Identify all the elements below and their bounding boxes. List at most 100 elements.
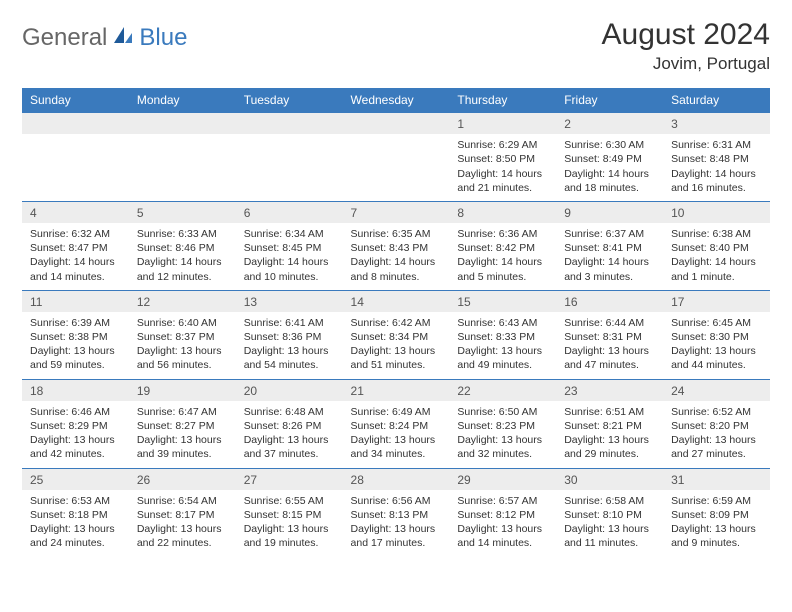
week-daynum-row: 18192021222324	[22, 379, 770, 401]
day-header: Thursday	[449, 88, 556, 113]
day-header: Wednesday	[343, 88, 450, 113]
day-number-cell: 19	[129, 379, 236, 401]
sunset-line: Sunset: 8:43 PM	[351, 241, 442, 255]
sunrise-line: Sunrise: 6:34 AM	[244, 227, 335, 241]
sunset-line: Sunset: 8:45 PM	[244, 241, 335, 255]
sunset-line: Sunset: 8:42 PM	[457, 241, 548, 255]
sunrise-line: Sunrise: 6:56 AM	[351, 494, 442, 508]
sunset-line: Sunset: 8:20 PM	[671, 419, 762, 433]
week-info-row: Sunrise: 6:46 AMSunset: 8:29 PMDaylight:…	[22, 401, 770, 468]
sunrise-line: Sunrise: 6:32 AM	[30, 227, 121, 241]
day-info-cell: Sunrise: 6:42 AMSunset: 8:34 PMDaylight:…	[343, 312, 450, 379]
daylight-line: Daylight: 14 hours and 12 minutes.	[137, 255, 228, 283]
sunrise-line: Sunrise: 6:40 AM	[137, 316, 228, 330]
daylight-line: Daylight: 13 hours and 54 minutes.	[244, 344, 335, 372]
sunrise-line: Sunrise: 6:46 AM	[30, 405, 121, 419]
sunset-line: Sunset: 8:17 PM	[137, 508, 228, 522]
day-info-cell: Sunrise: 6:34 AMSunset: 8:45 PMDaylight:…	[236, 223, 343, 290]
sunrise-line: Sunrise: 6:45 AM	[671, 316, 762, 330]
day-header: Monday	[129, 88, 236, 113]
daylight-line: Daylight: 13 hours and 39 minutes.	[137, 433, 228, 461]
calendar-body: 123 Sunrise: 6:29 AMSunset: 8:50 PMDayli…	[22, 113, 770, 557]
day-number-cell: 30	[556, 468, 663, 490]
logo-text-2: Blue	[139, 24, 187, 52]
day-info-cell: Sunrise: 6:37 AMSunset: 8:41 PMDaylight:…	[556, 223, 663, 290]
daylight-line: Daylight: 13 hours and 22 minutes.	[137, 522, 228, 550]
sunrise-line: Sunrise: 6:53 AM	[30, 494, 121, 508]
day-info-cell: Sunrise: 6:30 AMSunset: 8:49 PMDaylight:…	[556, 134, 663, 201]
day-number-cell: 27	[236, 468, 343, 490]
month-title: August 2024	[602, 18, 770, 52]
day-info-cell: Sunrise: 6:44 AMSunset: 8:31 PMDaylight:…	[556, 312, 663, 379]
day-info-cell: Sunrise: 6:52 AMSunset: 8:20 PMDaylight:…	[663, 401, 770, 468]
sunset-line: Sunset: 8:23 PM	[457, 419, 548, 433]
day-number-cell: 13	[236, 290, 343, 312]
day-info-cell	[236, 134, 343, 201]
day-number-cell: 6	[236, 201, 343, 223]
day-number-cell: 8	[449, 201, 556, 223]
sunrise-line: Sunrise: 6:52 AM	[671, 405, 762, 419]
day-info-cell: Sunrise: 6:49 AMSunset: 8:24 PMDaylight:…	[343, 401, 450, 468]
sunset-line: Sunset: 8:12 PM	[457, 508, 548, 522]
day-info-cell	[129, 134, 236, 201]
sunset-line: Sunset: 8:30 PM	[671, 330, 762, 344]
day-number-cell: 5	[129, 201, 236, 223]
day-header: Tuesday	[236, 88, 343, 113]
daylight-line: Daylight: 13 hours and 34 minutes.	[351, 433, 442, 461]
day-number-cell: 10	[663, 201, 770, 223]
daylight-line: Daylight: 13 hours and 14 minutes.	[457, 522, 548, 550]
daylight-line: Daylight: 14 hours and 10 minutes.	[244, 255, 335, 283]
daylight-line: Daylight: 13 hours and 29 minutes.	[564, 433, 655, 461]
sunrise-line: Sunrise: 6:29 AM	[457, 138, 548, 152]
daylight-line: Daylight: 14 hours and 21 minutes.	[457, 167, 548, 195]
daylight-line: Daylight: 14 hours and 14 minutes.	[30, 255, 121, 283]
sunrise-line: Sunrise: 6:41 AM	[244, 316, 335, 330]
sunset-line: Sunset: 8:50 PM	[457, 152, 548, 166]
sunset-line: Sunset: 8:33 PM	[457, 330, 548, 344]
daylight-line: Daylight: 14 hours and 8 minutes.	[351, 255, 442, 283]
sunrise-line: Sunrise: 6:38 AM	[671, 227, 762, 241]
day-number-cell	[236, 113, 343, 135]
day-info-cell: Sunrise: 6:57 AMSunset: 8:12 PMDaylight:…	[449, 490, 556, 557]
sunset-line: Sunset: 8:41 PM	[564, 241, 655, 255]
daylight-line: Daylight: 13 hours and 42 minutes.	[30, 433, 121, 461]
day-info-cell: Sunrise: 6:46 AMSunset: 8:29 PMDaylight:…	[22, 401, 129, 468]
sunset-line: Sunset: 8:38 PM	[30, 330, 121, 344]
day-info-cell	[343, 134, 450, 201]
sunset-line: Sunset: 8:18 PM	[30, 508, 121, 522]
day-number-cell: 24	[663, 379, 770, 401]
day-info-cell: Sunrise: 6:50 AMSunset: 8:23 PMDaylight:…	[449, 401, 556, 468]
day-number-cell	[343, 113, 450, 135]
sunset-line: Sunset: 8:09 PM	[671, 508, 762, 522]
day-info-cell: Sunrise: 6:33 AMSunset: 8:46 PMDaylight:…	[129, 223, 236, 290]
sunset-line: Sunset: 8:15 PM	[244, 508, 335, 522]
day-number-cell: 12	[129, 290, 236, 312]
day-info-cell: Sunrise: 6:47 AMSunset: 8:27 PMDaylight:…	[129, 401, 236, 468]
day-info-cell: Sunrise: 6:54 AMSunset: 8:17 PMDaylight:…	[129, 490, 236, 557]
sunrise-line: Sunrise: 6:35 AM	[351, 227, 442, 241]
daylight-line: Daylight: 13 hours and 51 minutes.	[351, 344, 442, 372]
daylight-line: Daylight: 13 hours and 37 minutes.	[244, 433, 335, 461]
daylight-line: Daylight: 13 hours and 47 minutes.	[564, 344, 655, 372]
day-info-cell: Sunrise: 6:38 AMSunset: 8:40 PMDaylight:…	[663, 223, 770, 290]
day-number-cell: 22	[449, 379, 556, 401]
day-number-cell: 20	[236, 379, 343, 401]
location: Jovim, Portugal	[602, 54, 770, 74]
daylight-line: Daylight: 13 hours and 19 minutes.	[244, 522, 335, 550]
day-number-cell: 23	[556, 379, 663, 401]
sunset-line: Sunset: 8:46 PM	[137, 241, 228, 255]
daylight-line: Daylight: 14 hours and 3 minutes.	[564, 255, 655, 283]
day-info-cell	[22, 134, 129, 201]
daylight-line: Daylight: 13 hours and 56 minutes.	[137, 344, 228, 372]
sunset-line: Sunset: 8:40 PM	[671, 241, 762, 255]
sunset-line: Sunset: 8:37 PM	[137, 330, 228, 344]
week-daynum-row: 11121314151617	[22, 290, 770, 312]
sunset-line: Sunset: 8:21 PM	[564, 419, 655, 433]
sunrise-line: Sunrise: 6:58 AM	[564, 494, 655, 508]
day-info-cell: Sunrise: 6:32 AMSunset: 8:47 PMDaylight:…	[22, 223, 129, 290]
day-number-cell: 3	[663, 113, 770, 135]
daylight-line: Daylight: 13 hours and 11 minutes.	[564, 522, 655, 550]
day-info-cell: Sunrise: 6:58 AMSunset: 8:10 PMDaylight:…	[556, 490, 663, 557]
day-info-cell: Sunrise: 6:43 AMSunset: 8:33 PMDaylight:…	[449, 312, 556, 379]
daylight-line: Daylight: 14 hours and 1 minute.	[671, 255, 762, 283]
